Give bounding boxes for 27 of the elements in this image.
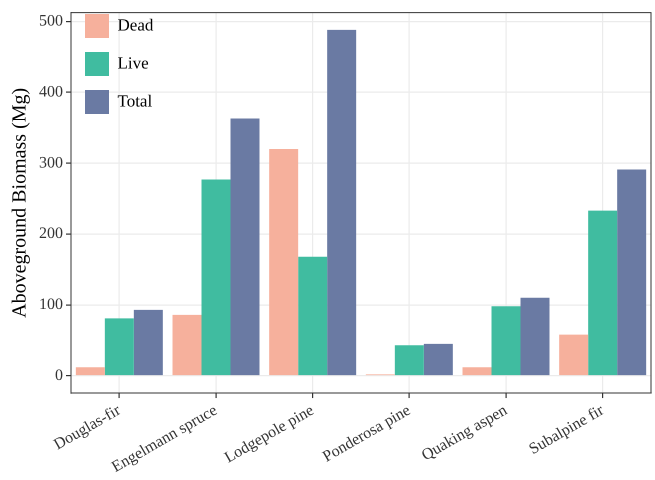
bar [617, 170, 646, 376]
legend-label: Live [118, 53, 149, 72]
bar [424, 344, 453, 376]
y-tick-label: 400 [39, 83, 63, 100]
bar [76, 367, 105, 376]
bar [298, 256, 328, 376]
y-axis-title: Aboveground Biomass (Mg) [8, 88, 30, 318]
bar [588, 210, 618, 376]
bar [172, 314, 202, 376]
bar [520, 298, 550, 376]
y-tick-label: 300 [39, 154, 63, 172]
y-tick-label: 0 [55, 366, 63, 384]
bar [559, 334, 588, 376]
y-tick-label: 500 [39, 12, 63, 30]
bar [269, 148, 298, 376]
bar [492, 306, 520, 376]
bar [462, 367, 492, 376]
y-tick-label: 100 [39, 296, 63, 314]
bar [230, 118, 260, 376]
legend-label: Dead [118, 15, 154, 34]
y-tick-label: 200 [39, 225, 63, 242]
bar [202, 179, 230, 376]
bar [134, 310, 163, 376]
bar [104, 318, 134, 376]
bar [327, 30, 356, 376]
bar [394, 345, 424, 376]
legend-label: Total [118, 91, 152, 110]
